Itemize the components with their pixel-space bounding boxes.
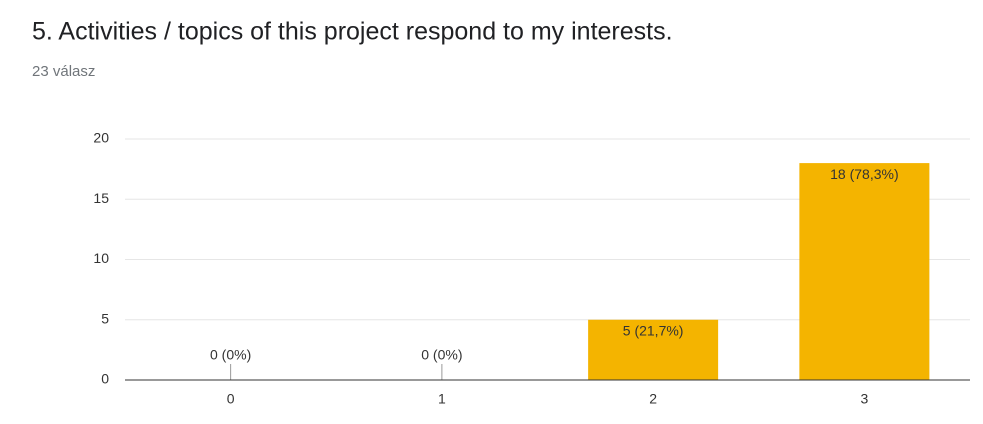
x-tick-label: 3	[860, 391, 868, 407]
value-label: 5 (21,7%)	[623, 322, 684, 338]
y-tick-label: 20	[93, 130, 109, 146]
value-label: 0 (0%)	[210, 347, 251, 363]
y-tick-label: 15	[93, 190, 109, 206]
x-tick-label: 0	[227, 391, 235, 407]
bar	[799, 163, 930, 380]
x-tick-label: 1	[438, 391, 446, 407]
y-tick-label: 10	[93, 250, 109, 266]
chart-title: 5. Activities / topics of this project r…	[32, 18, 673, 46]
y-tick-label: 5	[101, 310, 109, 326]
value-label: 0 (0%)	[421, 347, 462, 363]
x-tick-label: 2	[649, 391, 657, 407]
y-tick-label: 0	[101, 371, 109, 387]
chart-subtitle: 23 válasz	[32, 63, 95, 80]
value-label: 18 (78,3%)	[830, 166, 898, 182]
bar	[588, 319, 719, 380]
